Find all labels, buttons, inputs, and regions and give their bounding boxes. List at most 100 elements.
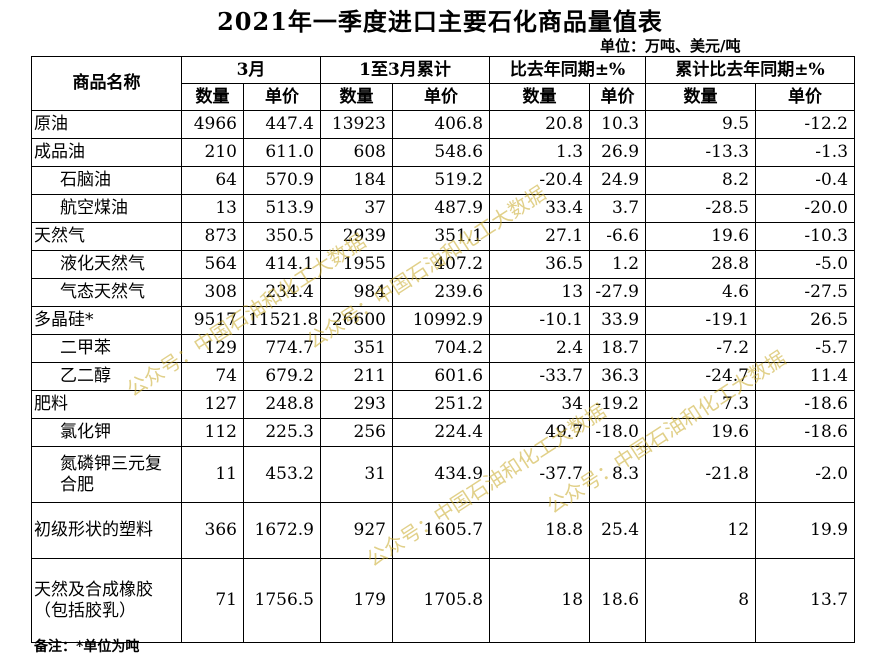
value-cell: 679.2 — [243, 362, 321, 391]
value-cell: 774.7 — [243, 334, 321, 363]
table-row: 液化天然气 564 414.1 1955 407.2 36.5 1.2 28.8 -5.0 — [31, 250, 856, 279]
header-group-yoy: 比去年同期±% — [489, 56, 647, 84]
value-cell: 129 — [181, 334, 244, 363]
value-cell: 1.3 — [489, 138, 591, 167]
product-name-cell: 二甲苯 — [31, 334, 182, 363]
header-group-march: 3月 — [181, 56, 321, 84]
value-cell: 36.3 — [589, 362, 647, 391]
header-quantity: 数量 — [489, 83, 591, 111]
value-cell: 248.8 — [243, 390, 321, 419]
value-cell: 570.9 — [243, 166, 321, 195]
value-cell: 10992.9 — [391, 306, 491, 335]
value-cell: 1672.9 — [243, 502, 321, 559]
value-cell: 34 — [489, 390, 591, 419]
value-cell: 12 — [645, 502, 757, 559]
value-cell: 1756.5 — [243, 558, 321, 643]
value-cell: 71 — [181, 558, 244, 643]
value-cell: 19.6 — [645, 418, 757, 447]
table-row: 天然气 873 350.5 2939 351.1 27.1 -6.6 19.6 -10.3 — [31, 222, 856, 251]
header-product-name: 商品名称 — [31, 56, 182, 111]
value-cell: 18 — [489, 558, 591, 643]
value-cell: 487.9 — [391, 194, 491, 223]
header-quantity: 数量 — [181, 83, 244, 111]
value-cell: 13.7 — [755, 558, 856, 643]
value-cell: 4.6 — [645, 278, 757, 307]
value-cell: 26.5 — [755, 306, 856, 335]
value-cell: 25.4 — [589, 502, 647, 559]
value-cell: -19.1 — [645, 306, 757, 335]
value-cell: -2.0 — [755, 446, 856, 503]
value-cell: -18.0 — [589, 418, 647, 447]
value-cell: 112 — [181, 418, 244, 447]
value-cell: 28.8 — [645, 250, 757, 279]
product-name-cell: 初级形状的塑料 — [31, 502, 182, 559]
value-cell: 256 — [320, 418, 393, 447]
value-cell: 704.2 — [391, 334, 491, 363]
value-cell: 26600 — [320, 306, 393, 335]
value-cell: -7.2 — [645, 334, 757, 363]
value-cell: 414.1 — [243, 250, 321, 279]
value-cell: 74 — [181, 362, 244, 391]
table-row: 二甲苯 129 774.7 351 704.2 2.4 18.7 -7.2 -5.7 — [31, 334, 856, 363]
value-cell: -27.5 — [755, 278, 856, 307]
value-cell: 10.3 — [589, 110, 647, 139]
value-cell: 18.8 — [489, 502, 591, 559]
value-cell: -13.3 — [645, 138, 757, 167]
value-cell: 3.7 — [589, 194, 647, 223]
value-cell: 9.5 — [645, 110, 757, 139]
value-cell: 513.9 — [243, 194, 321, 223]
value-cell: -10.1 — [489, 306, 591, 335]
product-name-cell: 液化天然气 — [31, 250, 182, 279]
value-cell: -10.3 — [755, 222, 856, 251]
value-cell: 31 — [320, 446, 393, 503]
table-row: 石脑油 64 570.9 184 519.2 -20.4 24.9 8.2 -0.4 — [31, 166, 856, 195]
product-name-cell: 气态天然气 — [31, 278, 182, 307]
value-cell: 4966 — [181, 110, 244, 139]
value-cell: 33.4 — [489, 194, 591, 223]
value-cell: 20.8 — [489, 110, 591, 139]
value-cell: 8.3 — [589, 446, 647, 503]
value-cell: 26.9 — [589, 138, 647, 167]
value-cell: -0.4 — [755, 166, 856, 195]
value-cell: 7.3 — [645, 390, 757, 419]
value-cell: 49.7 — [489, 418, 591, 447]
value-cell: -33.7 — [489, 362, 591, 391]
value-cell: -21.8 — [645, 446, 757, 503]
value-cell: 9517 — [181, 306, 244, 335]
footnote: 备注：*单位为吨 — [34, 639, 140, 655]
value-cell: 24.9 — [589, 166, 647, 195]
product-name-cell: 氯化钾 — [31, 418, 182, 447]
unit-label: 单位：万吨、美元/吨 — [600, 37, 741, 55]
value-cell: 350.5 — [243, 222, 321, 251]
value-cell: -20.0 — [755, 194, 856, 223]
value-cell: 234.4 — [243, 278, 321, 307]
value-cell: 308 — [181, 278, 244, 307]
product-name-cell: 航空煤油 — [31, 194, 182, 223]
value-cell: 33.9 — [589, 306, 647, 335]
product-name-cell: 成品油 — [31, 138, 182, 167]
value-cell: 37 — [320, 194, 393, 223]
value-cell: -24.7 — [645, 362, 757, 391]
value-cell: 19.9 — [755, 502, 856, 559]
product-name-cell: 肥料 — [31, 390, 182, 419]
value-cell: 224.4 — [391, 418, 491, 447]
value-cell: 927 — [320, 502, 393, 559]
value-cell: 27.1 — [489, 222, 591, 251]
value-cell: 1955 — [320, 250, 393, 279]
product-name-cell: 多晶硅* — [31, 306, 182, 335]
value-cell: -6.6 — [589, 222, 647, 251]
value-cell: 251.2 — [391, 390, 491, 419]
value-cell: 239.6 — [391, 278, 491, 307]
value-cell: 1.2 — [589, 250, 647, 279]
value-cell: 564 — [181, 250, 244, 279]
value-cell: -1.3 — [755, 138, 856, 167]
header-group-q1-cumulative: 1至3月累计 — [319, 56, 491, 84]
value-cell: -18.6 — [755, 390, 856, 419]
product-name-cell: 氮磷钾三元复合肥 — [31, 446, 182, 503]
table-row: 乙二醇 74 679.2 211 601.6 -33.7 36.3 -24.7 11.4 — [31, 362, 856, 391]
product-name-cell: 乙二醇 — [31, 362, 182, 391]
value-cell: 13 — [181, 194, 244, 223]
header-unit-price: 单价 — [589, 83, 647, 111]
value-cell: 179 — [320, 558, 393, 643]
value-cell: -19.2 — [589, 390, 647, 419]
